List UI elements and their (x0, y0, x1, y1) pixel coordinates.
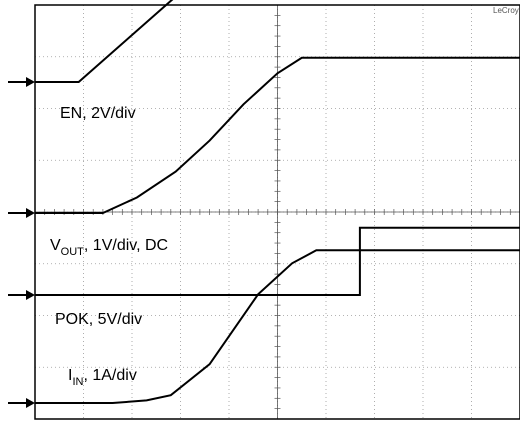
traces (35, 0, 520, 404)
marker-arrow-iin (26, 398, 35, 408)
channel-markers (8, 77, 35, 408)
marker-arrow-pok (26, 290, 35, 300)
trace-iin (35, 249, 520, 404)
marker-arrow-en (26, 77, 35, 87)
label-en: EN, 2V/div (60, 105, 136, 122)
brand-logo: LeCroy (493, 6, 519, 15)
marker-arrow-vout (26, 208, 35, 218)
trace-en (35, 0, 174, 83)
label-iin: IIN, 1A/div (68, 367, 137, 388)
label-pok: POK, 5V/div (55, 311, 142, 328)
label-vout: VOUT, 1V/div, DC (50, 237, 168, 258)
trace-pok (35, 226, 520, 296)
trace-vout (35, 56, 520, 214)
